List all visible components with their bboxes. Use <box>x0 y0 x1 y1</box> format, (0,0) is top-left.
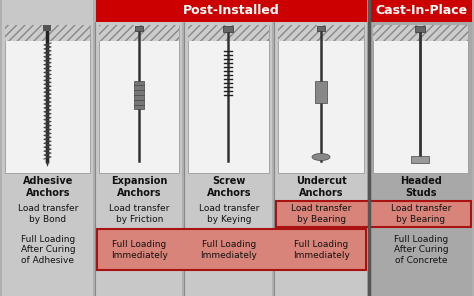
Bar <box>278 25 364 173</box>
Bar <box>96 0 367 22</box>
Text: Load transfer
by Bearing: Load transfer by Bearing <box>391 204 451 224</box>
Bar <box>185 22 272 296</box>
Bar <box>224 26 234 32</box>
Ellipse shape <box>312 154 330 160</box>
Bar <box>411 156 429 163</box>
Bar <box>44 25 52 31</box>
Text: Full Loading
Immediately: Full Loading Immediately <box>293 240 350 260</box>
Text: Load transfer
by Friction: Load transfer by Friction <box>109 204 170 224</box>
Text: Cast-In-Place: Cast-In-Place <box>375 4 467 17</box>
Text: Post-Installed: Post-Installed <box>183 4 280 17</box>
Bar <box>188 25 269 41</box>
Bar <box>370 0 472 22</box>
Text: Undercut
Anchors: Undercut Anchors <box>296 176 347 198</box>
Bar <box>276 201 471 227</box>
Text: Full Loading
Immediately: Full Loading Immediately <box>111 240 168 260</box>
Bar <box>317 26 325 31</box>
Bar <box>275 22 367 296</box>
Text: Full Loading
Immediately: Full Loading Immediately <box>201 240 257 260</box>
Text: Headed
Studs: Headed Studs <box>400 176 442 198</box>
Bar <box>2 22 93 296</box>
Bar <box>416 26 426 32</box>
Bar <box>2 0 93 296</box>
Text: Full Loading
After Curing
of Concrete: Full Loading After Curing of Concrete <box>394 235 448 265</box>
Bar <box>315 81 327 103</box>
Bar <box>97 229 366 270</box>
Bar <box>5 25 90 173</box>
Bar <box>135 26 143 31</box>
Text: Screw
Anchors: Screw Anchors <box>207 176 251 198</box>
Bar <box>99 25 179 173</box>
Text: Load transfer
by Bond: Load transfer by Bond <box>18 204 78 224</box>
Bar <box>5 25 90 41</box>
Text: Adhesive
Anchors: Adhesive Anchors <box>23 176 73 198</box>
Bar <box>134 81 144 109</box>
Bar <box>370 22 471 296</box>
Text: Load transfer
by Keying: Load transfer by Keying <box>199 204 259 224</box>
Text: Full Loading
After Curing
of Adhesive: Full Loading After Curing of Adhesive <box>21 235 75 265</box>
Polygon shape <box>46 161 49 167</box>
Bar <box>278 25 364 41</box>
Bar <box>188 25 269 173</box>
Bar <box>370 22 472 296</box>
Bar <box>373 25 468 173</box>
Bar <box>373 25 468 41</box>
Text: Expansion
Anchors: Expansion Anchors <box>111 176 168 198</box>
Bar <box>96 22 182 296</box>
Text: Load transfer
by Bearing: Load transfer by Bearing <box>292 204 352 224</box>
Bar <box>99 25 179 41</box>
